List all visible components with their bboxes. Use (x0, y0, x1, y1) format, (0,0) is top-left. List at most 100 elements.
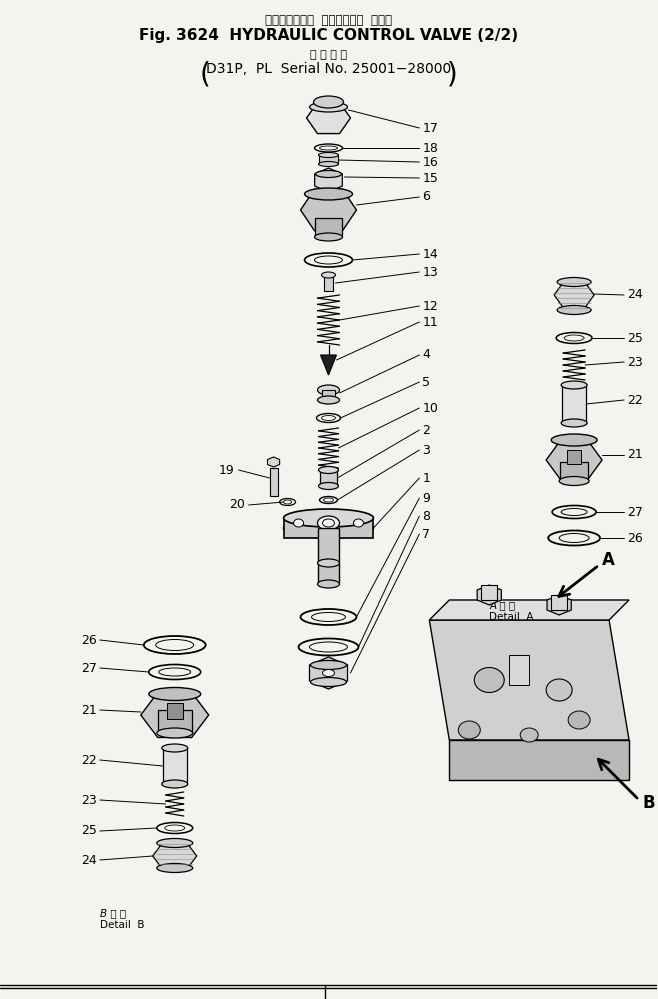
Text: 27: 27 (627, 505, 643, 518)
Ellipse shape (149, 687, 201, 700)
Text: 21: 21 (627, 449, 643, 462)
Text: 25: 25 (627, 332, 643, 345)
Polygon shape (320, 355, 336, 375)
Ellipse shape (318, 483, 338, 490)
Ellipse shape (564, 335, 584, 341)
Bar (509, 655, 529, 685)
Ellipse shape (157, 728, 193, 738)
Text: 10: 10 (422, 402, 438, 415)
Bar (318, 528, 340, 583)
Ellipse shape (280, 499, 295, 505)
Ellipse shape (284, 500, 291, 504)
Ellipse shape (316, 414, 340, 423)
Bar (481, 585, 497, 600)
Text: Detail  B: Detail B (100, 920, 144, 930)
Ellipse shape (322, 519, 334, 527)
Bar (166, 703, 183, 719)
Text: B: B (642, 794, 655, 812)
Text: D31P,  PL  Serial No. 25001−28000: D31P, PL Serial No. 25001−28000 (206, 62, 451, 76)
Ellipse shape (149, 664, 201, 679)
Ellipse shape (156, 639, 193, 650)
Text: 2: 2 (422, 424, 430, 437)
Text: 27: 27 (81, 661, 97, 674)
Ellipse shape (311, 612, 345, 621)
Ellipse shape (159, 668, 191, 676)
Bar (322, 390, 336, 400)
Text: 8: 8 (422, 509, 430, 522)
Ellipse shape (284, 518, 374, 538)
Ellipse shape (318, 580, 340, 588)
Text: Detail  A: Detail A (490, 612, 534, 622)
Bar (163, 748, 187, 784)
Bar (315, 218, 342, 236)
Ellipse shape (309, 642, 347, 652)
Text: 13: 13 (422, 266, 438, 279)
Ellipse shape (144, 636, 206, 654)
Ellipse shape (313, 96, 343, 108)
Bar (324, 275, 334, 291)
Ellipse shape (309, 102, 347, 112)
Ellipse shape (520, 728, 538, 742)
Ellipse shape (561, 508, 587, 515)
Bar (270, 468, 278, 496)
Polygon shape (477, 585, 501, 605)
Text: A 詳 図: A 詳 図 (490, 600, 515, 610)
Text: B 詳 図: B 詳 図 (100, 908, 126, 918)
Bar (562, 385, 586, 423)
Text: 11: 11 (422, 316, 438, 329)
Ellipse shape (305, 253, 353, 267)
Polygon shape (449, 740, 629, 780)
Ellipse shape (318, 467, 338, 474)
Ellipse shape (315, 256, 342, 264)
Ellipse shape (320, 497, 338, 503)
Ellipse shape (552, 505, 596, 518)
Polygon shape (547, 595, 571, 615)
Ellipse shape (557, 306, 591, 315)
Text: 23: 23 (81, 793, 97, 806)
Ellipse shape (318, 559, 340, 567)
Ellipse shape (311, 677, 347, 686)
Polygon shape (307, 103, 351, 134)
Ellipse shape (561, 419, 587, 427)
Ellipse shape (546, 679, 572, 701)
Text: 18: 18 (422, 142, 438, 155)
Ellipse shape (322, 416, 336, 421)
Ellipse shape (322, 272, 336, 278)
Text: 21: 21 (81, 703, 97, 716)
Bar (560, 462, 588, 480)
Text: 9: 9 (422, 492, 430, 504)
Ellipse shape (556, 333, 592, 344)
Text: ): ) (447, 60, 457, 88)
Text: 5: 5 (422, 376, 430, 389)
Polygon shape (554, 281, 594, 309)
Ellipse shape (305, 188, 353, 200)
Text: 7: 7 (422, 527, 430, 540)
Text: Fig. 3624  HYDRAULIC CONTROL VALVE (2/2): Fig. 3624 HYDRAULIC CONTROL VALVE (2/2) (139, 28, 518, 43)
Text: 25: 25 (81, 824, 97, 837)
Ellipse shape (318, 396, 340, 404)
Text: 14: 14 (422, 248, 438, 261)
Text: 4: 4 (422, 349, 430, 362)
Polygon shape (141, 692, 209, 737)
Ellipse shape (568, 711, 590, 729)
Bar (551, 595, 567, 610)
Ellipse shape (311, 660, 347, 669)
Polygon shape (315, 168, 342, 192)
Ellipse shape (353, 519, 363, 527)
Text: 6: 6 (422, 191, 430, 204)
Bar (284, 518, 374, 538)
Ellipse shape (318, 385, 340, 395)
Text: 24: 24 (627, 289, 643, 302)
Ellipse shape (284, 509, 374, 527)
Text: 16: 16 (422, 156, 438, 169)
Polygon shape (309, 657, 347, 689)
Text: 12: 12 (422, 300, 438, 313)
Ellipse shape (320, 146, 338, 150)
Ellipse shape (459, 721, 480, 739)
Ellipse shape (157, 838, 193, 847)
Ellipse shape (318, 516, 340, 530)
Text: 20: 20 (229, 499, 245, 511)
Text: A: A (602, 551, 615, 569)
Ellipse shape (301, 609, 357, 625)
Text: 24: 24 (81, 853, 97, 866)
